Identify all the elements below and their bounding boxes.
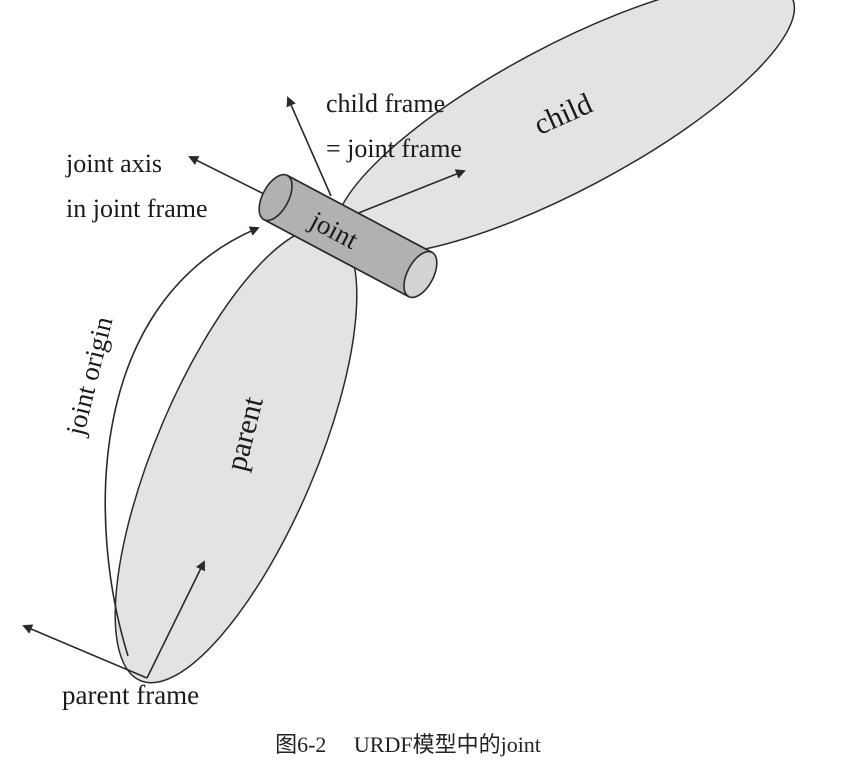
joint-axis-arrow: [188, 156, 269, 197]
joint-origin-label: joint origin: [60, 313, 119, 439]
figure-number: 图6-2: [275, 732, 326, 757]
joint-axis-label-line1: joint axis: [65, 149, 162, 178]
figure-caption: 图6-2 URDF模型中的joint: [275, 732, 541, 757]
joint-cylinder: [258, 173, 438, 299]
joint-origin-arrow: [104, 226, 260, 657]
parent-frame-x-arrow: [22, 624, 148, 679]
parent-frame-label: parent frame: [62, 680, 199, 710]
joint-axis-label-line2: in joint frame: [66, 194, 208, 223]
child-frame-label-line2: = joint frame: [326, 134, 462, 163]
figure-title: URDF模型中的joint: [354, 732, 541, 757]
child-frame-up-arrow: [286, 96, 332, 197]
child-frame-label-line1: child frame: [326, 89, 445, 118]
parent-frame-y-arrow: [146, 560, 205, 679]
child-frame-right-arrow: [355, 169, 466, 215]
